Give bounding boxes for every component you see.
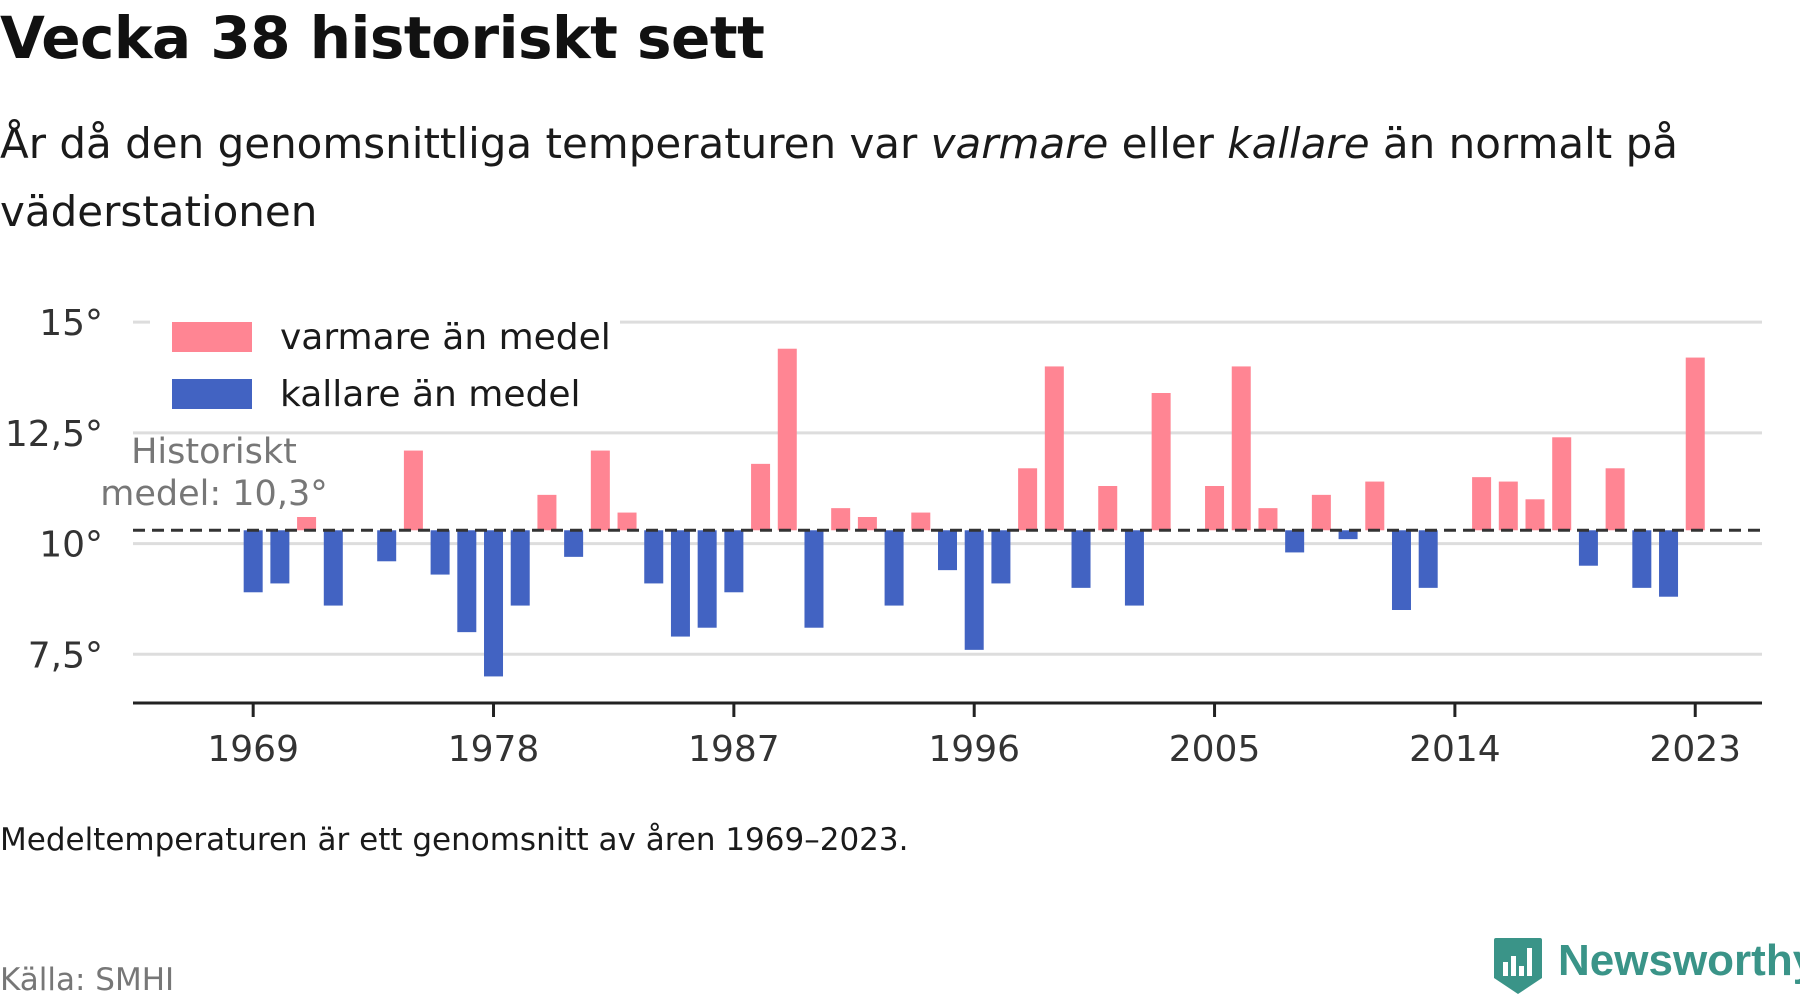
bar-1993 (884, 530, 904, 606)
bar-2023 (1685, 357, 1705, 531)
x-tick-label: 2014 (1409, 729, 1501, 770)
bar-2008 (1285, 530, 1305, 553)
bar-1975 (403, 450, 423, 531)
bar-1989 (777, 348, 797, 531)
bar-2009 (1311, 494, 1331, 531)
legend-swatch-colder (172, 379, 252, 409)
bar-2013 (1418, 530, 1438, 588)
bar-2011 (1365, 481, 1385, 531)
bar-1969 (243, 530, 263, 593)
x-tick-label: 2023 (1649, 729, 1741, 770)
bar-1977 (457, 530, 477, 633)
x-tick-label: 1996 (928, 729, 1020, 770)
bar-1984 (644, 530, 664, 584)
bar-1991 (831, 508, 851, 531)
bar-2022 (1659, 530, 1679, 597)
bar-2019 (1578, 530, 1598, 566)
y-tick-label: 10° (39, 525, 103, 566)
bar-1990 (804, 530, 824, 628)
y-tick-labels: 7,5° 10° 12,5° 15° (5, 303, 103, 676)
bar-1996 (964, 530, 984, 650)
legend-swatch-warmer (172, 322, 252, 352)
bar-2016 (1498, 481, 1518, 531)
bar-1982 (590, 450, 610, 531)
x-tick-label: 1969 (207, 729, 299, 770)
bar-chart: 7,5°10°12,5°15° Historiskt medel: 10,3° … (5, 303, 1762, 770)
bar-2001 (1098, 486, 1118, 531)
bar-1994 (911, 512, 931, 531)
y-tick-label: 7,5° (28, 635, 103, 676)
legend: varmare än medel kallare än medel (150, 304, 620, 426)
source-credit: Källa: SMHI (0, 962, 175, 998)
bar-2021 (1632, 530, 1652, 588)
bar-2003 (1151, 393, 1171, 531)
bar-1978 (484, 530, 504, 677)
bar-2010 (1338, 530, 1358, 540)
x-axis-ticks: 1969 1978 1987 1996 2005 2014 2023 (207, 703, 1741, 770)
bar-1974 (377, 530, 397, 562)
bar-1970 (270, 530, 290, 584)
y-tick-label: 12,5° (5, 414, 103, 455)
bar-2002 (1124, 530, 1144, 606)
bar-1992 (857, 517, 877, 531)
bar-2006 (1231, 366, 1251, 531)
subtitle-part-3: än normalt på väderstationen (0, 119, 1678, 236)
chart-title: Vecka 38 historiskt sett (0, 4, 765, 72)
bar-1988 (751, 463, 771, 531)
subtitle-warmer-word: varmare (930, 119, 1109, 168)
mean-label-line-2: medel: 10,3° (100, 474, 327, 514)
subtitle-part-2: eller (1108, 119, 1228, 168)
brand-name: Newsworthy (1558, 936, 1800, 985)
x-tick-label: 1987 (688, 729, 780, 770)
x-tick-label: 2005 (1169, 729, 1261, 770)
bar-1979 (510, 530, 530, 606)
bar-1981 (564, 530, 584, 557)
bar-1980 (537, 494, 557, 531)
bar-1987 (724, 530, 744, 593)
legend-label-warmer: varmare än medel (280, 317, 611, 358)
newsworthy-logo-icon (1494, 938, 1542, 994)
bar-1971 (297, 517, 317, 531)
bar-2017 (1525, 499, 1545, 531)
bar-2012 (1391, 530, 1411, 610)
bar-2018 (1552, 437, 1572, 531)
bar-1997 (991, 530, 1011, 584)
bar-2007 (1258, 508, 1278, 531)
bar-1976 (430, 530, 450, 575)
chart-subtitle: År då den genomsnittliga temperaturen va… (0, 110, 1760, 246)
bars (243, 348, 1705, 677)
bar-2020 (1605, 468, 1625, 531)
mean-label-line-1: Historiskt (131, 432, 297, 472)
footnote: Medeltemperaturen är ett genomsnitt av å… (0, 822, 909, 858)
subtitle-colder-word: kallare (1227, 119, 1370, 168)
bar-1985 (670, 530, 690, 637)
bar-2015 (1472, 477, 1492, 531)
bar-1999 (1044, 366, 1064, 531)
bar-2005 (1205, 486, 1225, 531)
x-tick-label: 1978 (448, 729, 540, 770)
subtitle-part-1: År då den genomsnittliga temperaturen va… (0, 119, 931, 168)
bar-1972 (323, 530, 343, 606)
bar-1983 (617, 512, 637, 531)
bar-2000 (1071, 530, 1091, 588)
brand-logo: Newsworthy (1492, 936, 1800, 1000)
legend-label-colder: kallare än medel (280, 374, 580, 415)
bar-1995 (938, 530, 957, 571)
bar-1998 (1018, 468, 1038, 531)
bar-1986 (697, 530, 717, 628)
y-tick-label: 15° (39, 303, 103, 344)
